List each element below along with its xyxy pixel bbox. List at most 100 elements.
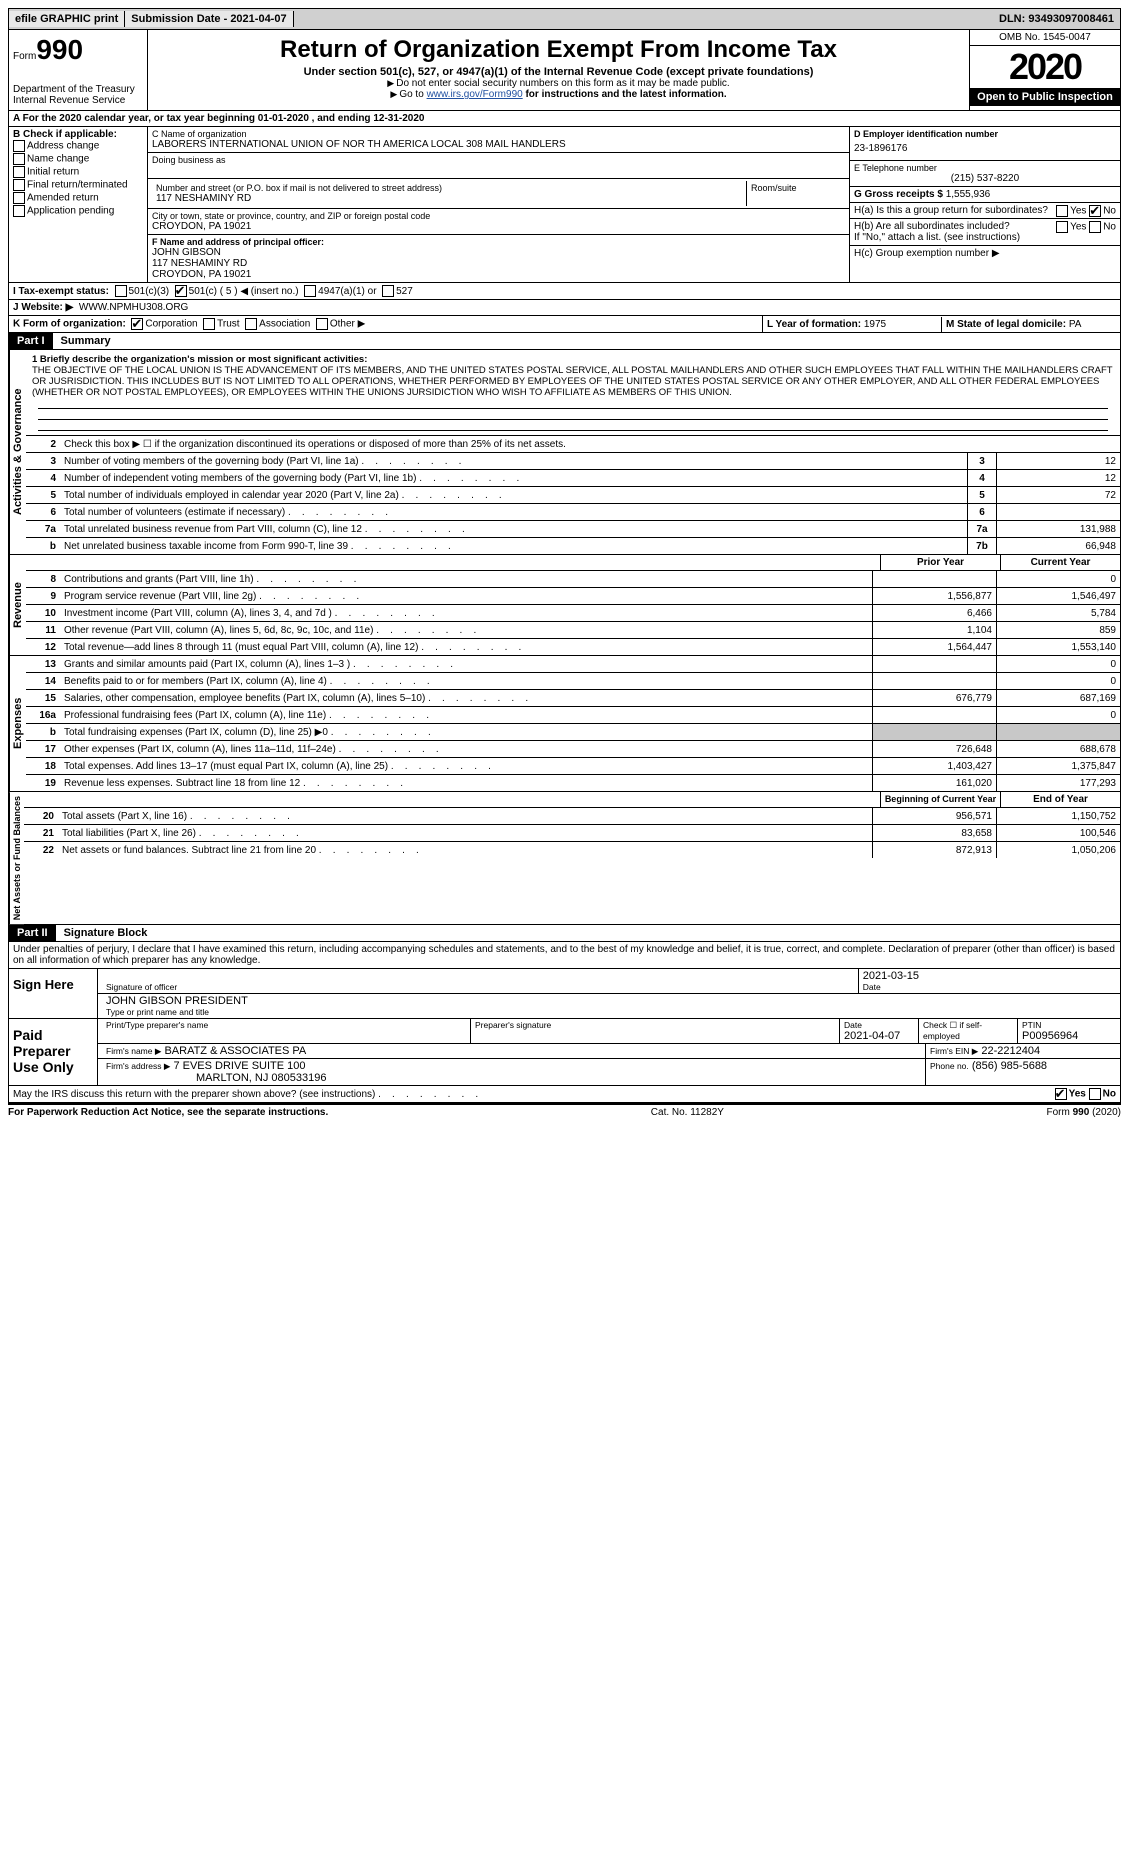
efile-label: efile GRAPHIC print <box>9 11 125 27</box>
paid-preparer-section: Paid Preparer Use Only Print/Type prepar… <box>8 1019 1121 1086</box>
ein-label: D Employer identification number <box>854 129 998 139</box>
col-c: C Name of organization LABORERS INTERNAT… <box>148 127 849 282</box>
org-name-label: C Name of organization <box>152 129 845 139</box>
page-footer: For Paperwork Reduction Act Notice, see … <box>8 1103 1121 1120</box>
expenses-section: Expenses 13Grants and similar amounts pa… <box>8 656 1121 792</box>
year-header: Prior Year Current Year <box>26 555 1120 571</box>
header-left: Form990 Department of the Treasury Inter… <box>9 30 148 110</box>
line-2: 2Check this box ▶ ☐ if the organization … <box>26 436 1120 453</box>
irs-label: Internal Revenue Service <box>13 95 143 106</box>
net-year-header: Beginning of Current Year End of Year <box>24 792 1120 808</box>
firm-name: BARATZ & ASSOCIATES PA <box>164 1045 306 1057</box>
cb-application-pending: Application pending <box>13 205 143 217</box>
gross-value: 1,555,936 <box>946 189 991 200</box>
cb-address-change: Address change <box>13 140 143 152</box>
net-line-20: 20Total assets (Part X, line 16)956,5711… <box>24 808 1120 825</box>
cb-name-change: Name change <box>13 153 143 165</box>
vert-revenue: Revenue <box>9 555 26 655</box>
net-assets-section: Net Assets or Fund Balances Beginning of… <box>8 792 1121 925</box>
officer-addr2: CROYDON, PA 19021 <box>152 269 845 280</box>
form-header: Form990 Department of the Treasury Inter… <box>8 30 1121 111</box>
h-c: H(c) Group exemption number ▶ <box>850 246 1120 261</box>
vert-activities: Activities & Governance <box>9 350 26 554</box>
rev-line-12: 12Total revenue—add lines 8 through 11 (… <box>26 639 1120 655</box>
paid-preparer-label: Paid Preparer Use Only <box>9 1019 98 1085</box>
exp-line-18: 18Total expenses. Add lines 13–17 (must … <box>26 758 1120 775</box>
h-a: H(a) Is this a group return for subordin… <box>850 203 1120 219</box>
tax-year: 2020 <box>970 46 1120 88</box>
gov-line-4: 4Number of independent voting members of… <box>26 470 1120 487</box>
row-j-website: J Website: ▶ WWW.NPMHU308.ORG <box>8 300 1121 316</box>
officer-signature-name: JOHN GIBSON PRESIDENT <box>106 995 1112 1007</box>
perjury-statement: Under penalties of perjury, I declare th… <box>8 942 1121 969</box>
revenue-section: Revenue Prior Year Current Year 8Contrib… <box>8 555 1121 656</box>
row-klm: K Form of organization: Corporation Trus… <box>8 316 1121 333</box>
officer-label: F Name and address of principal officer: <box>152 237 324 247</box>
row-i-tax-status: I Tax-exempt status: 501(c)(3) 501(c) ( … <box>8 283 1121 300</box>
gov-line-7b: bNet unrelated business taxable income f… <box>26 538 1120 554</box>
top-bar: efile GRAPHIC print Submission Date - 20… <box>8 8 1121 30</box>
room-label: Room/suite <box>747 181 845 206</box>
form-number: 990 <box>36 34 83 65</box>
open-to-public: Open to Public Inspection <box>970 88 1120 106</box>
dba-label: Doing business as <box>152 155 845 165</box>
irs-link[interactable]: www.irs.gov/Form990 <box>427 89 523 100</box>
exp-line-13: 13Grants and similar amounts paid (Part … <box>26 656 1120 673</box>
officer-name: JOHN GIBSON <box>152 247 845 258</box>
exp-line-15: 15Salaries, other compensation, employee… <box>26 690 1120 707</box>
mission-block: 1 Briefly describe the organization's mi… <box>26 350 1120 436</box>
cb-amended-return: Amended return <box>13 192 143 204</box>
form-subtitle: Under section 501(c), 527, or 4947(a)(1)… <box>152 66 965 78</box>
org-name: LABORERS INTERNATIONAL UNION OF NOR TH A… <box>152 139 845 150</box>
dept-treasury: Department of the Treasury <box>13 84 143 95</box>
exp-line-19: 19Revenue less expenses. Subtract line 1… <box>26 775 1120 791</box>
cat-number: Cat. No. 11282Y <box>651 1107 724 1118</box>
col-d-e-g-h: D Employer identification number 23-1896… <box>849 127 1120 282</box>
goto-note: Go to www.irs.gov/Form990 for instructio… <box>152 89 965 100</box>
exp-line-17: 17Other expenses (Part IX, column (A), l… <box>26 741 1120 758</box>
discuss-row: May the IRS discuss this return with the… <box>8 1086 1121 1103</box>
exp-line-14: 14Benefits paid to or for members (Part … <box>26 673 1120 690</box>
rev-line-10: 10Investment income (Part VIII, column (… <box>26 605 1120 622</box>
phone-value: (215) 537-8220 <box>854 173 1116 184</box>
gov-line-3: 3Number of voting members of the governi… <box>26 453 1120 470</box>
sign-here-section: Sign Here Signature of officer 2021-03-1… <box>8 969 1121 1019</box>
submission-date: Submission Date - 2021-04-07 <box>125 11 293 27</box>
exp-line-b: bTotal fundraising expenses (Part IX, co… <box>26 724 1120 741</box>
vert-net: Net Assets or Fund Balances <box>9 792 24 924</box>
net-line-22: 22Net assets or fund balances. Subtract … <box>24 842 1120 858</box>
gov-line-5: 5Total number of individuals employed in… <box>26 487 1120 504</box>
rev-line-11: 11Other revenue (Part VIII, column (A), … <box>26 622 1120 639</box>
gov-line-6: 6Total number of volunteers (estimate if… <box>26 504 1120 521</box>
street-address: 117 NESHAMINY RD <box>156 193 742 204</box>
part2-header: Part IISignature Block <box>8 925 1121 942</box>
net-line-21: 21Total liabilities (Part X, line 26)83,… <box>24 825 1120 842</box>
cb-final-return: Final return/terminated <box>13 179 143 191</box>
city-label: City or town, state or province, country… <box>152 211 845 221</box>
col-b-checkboxes: B Check if applicable: Address change Na… <box>9 127 148 282</box>
gross-label: G Gross receipts $ <box>854 189 943 200</box>
dln-label: DLN: 93493097008461 <box>993 11 1120 27</box>
form-word: Form <box>13 51 36 62</box>
rev-line-9: 9Program service revenue (Part VIII, lin… <box>26 588 1120 605</box>
form-title: Return of Organization Exempt From Incom… <box>152 36 965 64</box>
cb-initial-return: Initial return <box>13 166 143 178</box>
header-mid: Return of Organization Exempt From Incom… <box>148 30 969 110</box>
omb-number: OMB No. 1545-0047 <box>970 30 1120 46</box>
main-info: B Check if applicable: Address change Na… <box>8 127 1121 283</box>
vert-expenses: Expenses <box>9 656 26 791</box>
phone-label: E Telephone number <box>854 163 1116 173</box>
officer-addr1: 117 NESHAMINY RD <box>152 258 845 269</box>
gov-line-7a: 7aTotal unrelated business revenue from … <box>26 521 1120 538</box>
paperwork-notice: For Paperwork Reduction Act Notice, see … <box>8 1107 328 1118</box>
sign-here-label: Sign Here <box>9 969 98 1018</box>
ein-value: 23-1896176 <box>854 139 1116 158</box>
street-label: Number and street (or P.O. box if mail i… <box>156 183 742 193</box>
h-b: H(b) Are all subordinates included? Yes … <box>850 219 1120 246</box>
row-a-period: A For the 2020 calendar year, or tax yea… <box>8 111 1121 127</box>
header-right: OMB No. 1545-0047 2020 Open to Public In… <box>969 30 1120 110</box>
city-state-zip: CROYDON, PA 19021 <box>152 221 845 232</box>
rev-line-8: 8Contributions and grants (Part VIII, li… <box>26 571 1120 588</box>
exp-line-16a: 16aProfessional fundraising fees (Part I… <box>26 707 1120 724</box>
ssn-note: Do not enter social security numbers on … <box>152 78 965 89</box>
